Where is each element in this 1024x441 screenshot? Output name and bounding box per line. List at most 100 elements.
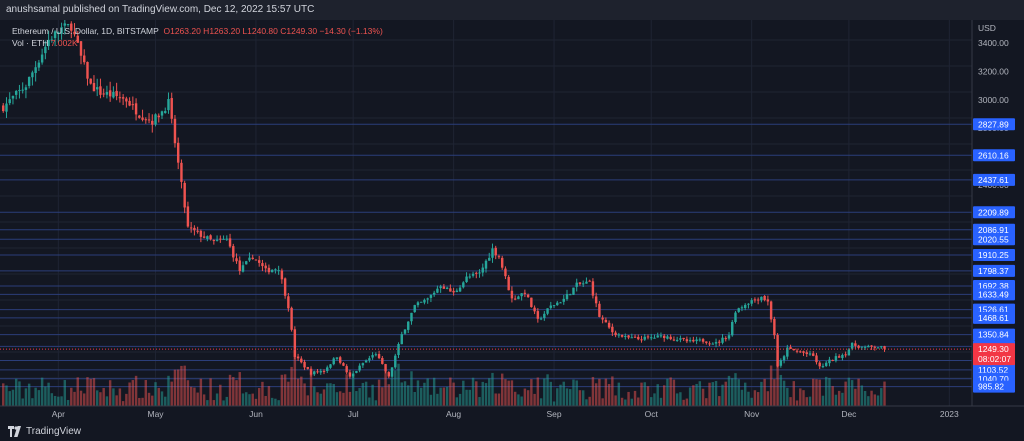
volume-bar (99, 392, 102, 406)
volume-bar (507, 380, 510, 406)
candle-body (274, 269, 277, 271)
candle-body (656, 335, 659, 338)
candle-body (604, 319, 608, 323)
volume-bar (517, 394, 520, 406)
candle-body (837, 356, 841, 358)
volume-bar (500, 373, 504, 406)
volume-bar (426, 378, 429, 406)
volume-bar (267, 386, 271, 406)
candle-body (170, 98, 173, 119)
volume-bar (151, 395, 154, 406)
volume-bar (546, 374, 549, 406)
candle-body (526, 294, 530, 298)
candle-body (322, 370, 326, 372)
x-tick-label: Jul (348, 409, 359, 419)
tradingview-logo-icon[interactable] (8, 426, 24, 437)
volume-bar (688, 387, 692, 406)
candle-body (189, 227, 193, 229)
volume-bar (721, 384, 724, 406)
candle-body (31, 72, 34, 78)
symbol-title[interactable]: Ethereum / U.S. Dollar, 1D, BITSTAMP (12, 26, 159, 36)
candle-body (718, 341, 721, 343)
candle-body (44, 46, 47, 54)
price-level-label: 2610.16 (978, 150, 1009, 160)
volume-bar (630, 398, 634, 406)
volume-bar (400, 382, 403, 406)
candle-body (105, 92, 109, 95)
volume-bar (86, 377, 89, 406)
candle-body (753, 299, 757, 301)
candle-body (342, 363, 345, 366)
volume-bar (21, 398, 24, 406)
candle-body (873, 346, 877, 348)
volume-bar (173, 369, 177, 406)
volume-bar (539, 398, 543, 406)
candle-body (672, 339, 676, 341)
candle-body (692, 339, 695, 342)
volume-bar (196, 392, 199, 406)
volume-bar (786, 387, 789, 406)
volume-bar (831, 386, 834, 406)
candle-body (57, 32, 60, 34)
volume-bar (232, 377, 235, 406)
volume-bar (125, 393, 128, 406)
x-tick-label: Aug (446, 409, 461, 419)
candle-body (773, 318, 776, 336)
candle-body (199, 230, 203, 237)
volume-bar (611, 376, 614, 406)
candlestick-chart[interactable]: USD3400.003200.003000.002800.002400.0022… (0, 20, 1024, 422)
candle-body (287, 296, 290, 309)
volume-bar (228, 374, 232, 406)
price-level-label: 2827.89 (978, 119, 1009, 129)
volume-bar (857, 378, 860, 406)
volume-bar (219, 384, 222, 406)
volume-bar (416, 380, 420, 406)
volume-bar (782, 380, 786, 406)
volume-bar (319, 393, 322, 406)
volume-bar (520, 396, 523, 406)
candle-body (578, 282, 582, 284)
volume-bar (335, 392, 339, 406)
candle-body (475, 272, 478, 274)
candle-body (222, 238, 225, 240)
volume-bar (371, 384, 374, 406)
volume-bar (837, 390, 841, 406)
volume-bar (844, 381, 847, 406)
volume-bar (403, 381, 407, 406)
volume-bar (640, 382, 643, 406)
candle-body (235, 258, 238, 262)
volume-bar (815, 379, 818, 406)
volume-label[interactable]: Vol · ETH (12, 38, 49, 48)
volume-bar (650, 397, 653, 406)
candle-body (329, 364, 332, 368)
volume-bar (47, 382, 50, 406)
candle-body (283, 278, 287, 296)
candle-body (47, 39, 50, 47)
volume-bar (138, 397, 141, 406)
y-tick-label: 3000.00 (978, 95, 1009, 105)
candle-body (792, 348, 796, 351)
volume-bar (70, 387, 73, 406)
candle-body (403, 329, 407, 334)
candle-body (338, 357, 342, 363)
candle-body (808, 353, 812, 355)
volume-bar (860, 385, 864, 406)
volume-bar (873, 394, 877, 406)
tradingview-brand[interactable]: TradingView (26, 426, 82, 437)
candle-body (747, 303, 750, 305)
volume-bar (277, 400, 280, 406)
candle-body (251, 257, 254, 259)
volume-bar (481, 381, 484, 406)
candle-body (653, 337, 656, 339)
volume-bar (718, 396, 721, 406)
volume-bar (575, 380, 578, 406)
candle-body (504, 268, 507, 277)
candle-body (714, 342, 718, 344)
candle-body (277, 270, 280, 272)
volume-bar (73, 391, 76, 406)
candle-body (183, 182, 186, 208)
candle-body (361, 363, 365, 366)
volume-bar (737, 379, 740, 406)
volume-bar (164, 396, 167, 406)
candle-body (34, 67, 37, 73)
